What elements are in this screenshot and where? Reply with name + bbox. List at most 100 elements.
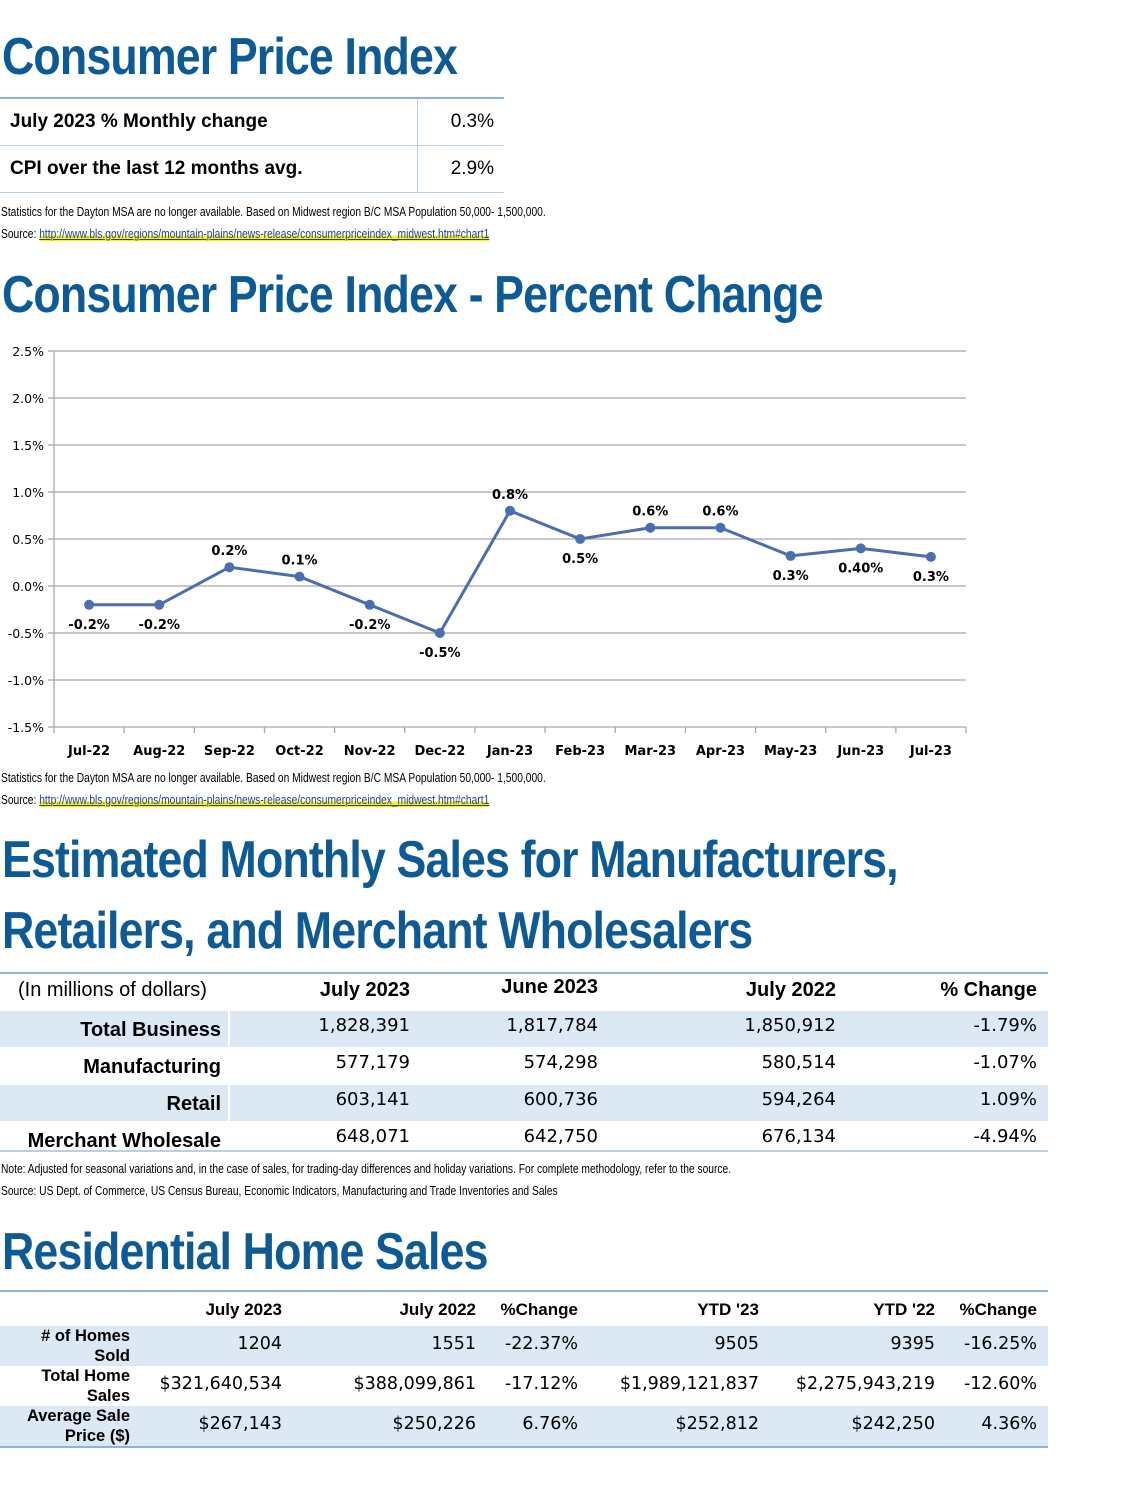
table-row: Retail 603,141 600,736 594,264 1.09%: [0, 1084, 1048, 1121]
cpi-line-chart: -1.5% -1.0% -0.5% 0.0% 0.5% 1.0% 1.5% 2.0% 2.5% J…: [0, 338, 1000, 768]
homes-cell: 9505: [714, 1334, 759, 1354]
cpi-summary-table: July 2023 % Monthly change 0.3% CPI over…: [0, 97, 504, 193]
chart-title: Consumer Price Index - Percent Change: [2, 266, 823, 324]
data-label: 0.6%: [702, 505, 738, 520]
sales-header-july-2022: July 2022: [745, 979, 836, 1001]
data-label: 0.6%: [632, 505, 668, 520]
homes-cell: -22.37%: [504, 1334, 578, 1354]
sales-source: Source: US Dept. of Commerce, US Census …: [1, 1184, 558, 1198]
sales-cell: 676,134: [761, 1126, 836, 1147]
sales-cell: 648,071: [335, 1126, 410, 1147]
homes-header-ytd-23: YTD '23: [697, 1300, 759, 1319]
data-point: [505, 505, 515, 516]
table-row: Manufacturing 577,179 574,298 580,514 -1…: [0, 1047, 1048, 1084]
sales-header-units: (In millions of dollars): [18, 979, 207, 1001]
sales-cell: 642,750: [523, 1126, 598, 1147]
sales-cell: -4.94%: [973, 1126, 1037, 1147]
table-row: Average Sale Price ($) $267,143 $250,226 …: [0, 1406, 1048, 1446]
y-tick-label: -1.0%: [8, 673, 44, 688]
homes-cell: $321,640,534: [159, 1374, 282, 1394]
data-point: [715, 522, 726, 533]
chart-source: Source: http://www.bls.gov/regions/mount…: [1, 793, 490, 807]
homes-header-pct-change: %Change: [500, 1300, 578, 1319]
y-tick-label: -0.5%: [8, 626, 44, 641]
x-tick-label: Sep-22: [204, 744, 255, 759]
homes-cell: 1204: [237, 1334, 282, 1354]
sales-table: (In millions of dollars) July 2023 June …: [0, 972, 1048, 1158]
x-tick-label: Jul-23: [909, 744, 952, 759]
data-point: [224, 562, 235, 573]
data-point: [294, 571, 305, 582]
data-point: [364, 599, 375, 610]
homes-cell: $388,099,861: [353, 1374, 476, 1394]
homes-title: Residential Home Sales: [2, 1223, 488, 1281]
data-point: [84, 599, 95, 610]
cpi-line-chart-svg: -1.5% -1.0% -0.5% 0.0% 0.5% 1.0% 1.5% 2.0% 2.5% J…: [8, 344, 967, 759]
sales-table-bottom-rule: [0, 1150, 1048, 1152]
data-point: [154, 599, 165, 610]
y-tick-label: 0.0%: [12, 579, 44, 594]
sales-header-row: (In millions of dollars) July 2023 June …: [0, 974, 1048, 1010]
chart-source-link[interactable]: http://www.bls.gov/regions/mountain-plai…: [39, 793, 490, 807]
x-tick-label: Oct-22: [275, 744, 323, 759]
data-label: -0.2%: [349, 618, 390, 633]
homes-header-row: July 2023 July 2022 %Change YTD '23 YTD …: [0, 1292, 1048, 1326]
homes-cell: $252,812: [675, 1414, 759, 1434]
cpi-title: Consumer Price Index: [2, 28, 458, 86]
data-point: [575, 534, 586, 544]
homes-cell: -16.25%: [963, 1334, 1037, 1354]
data-label: 0.2%: [211, 544, 247, 559]
table-row: # of Homes Sold 1204 1551 -22.37% 9505 93…: [0, 1326, 1048, 1366]
cpi-source: Source: http://www.bls.gov/regions/mount…: [1, 227, 490, 241]
cpi-monthly-change-label: July 2023 % Monthly change: [0, 99, 418, 145]
table-row: July 2023 % Monthly change 0.3%: [0, 99, 504, 146]
sales-row-name: Total Business: [80, 1019, 221, 1041]
sales-header-pct-change: % Change: [940, 979, 1037, 1001]
x-tick-label: Apr-23: [696, 744, 745, 759]
x-tick-label: Mar-23: [625, 744, 677, 759]
sales-title-line2: Retailers, and Merchant Wholesalers: [2, 902, 753, 960]
cpi-12-month-avg-value: 2.9%: [450, 158, 494, 179]
homes-cell: 6.76%: [522, 1414, 578, 1434]
x-tick-label: Jan-23: [486, 744, 533, 759]
homes-header-july-2022: July 2022: [399, 1300, 476, 1319]
cpi-source-label: Source:: [1, 227, 37, 241]
y-tick-label: 0.5%: [12, 532, 44, 547]
sales-cell: -1.79%: [973, 1015, 1037, 1036]
data-point: [434, 628, 445, 638]
cpi-source-link[interactable]: http://www.bls.gov/regions/mountain-plai…: [39, 227, 490, 241]
x-tick-label: Jun-23: [836, 744, 884, 759]
table-row: Total Home Sales $321,640,534 $388,099,86…: [0, 1366, 1048, 1406]
table-row: CPI over the last 12 months avg. 2.9%: [0, 146, 504, 193]
sales-cell: 600,736: [523, 1089, 598, 1110]
homes-cell: 1551: [431, 1334, 476, 1354]
y-tick-label: 1.5%: [12, 438, 44, 453]
sales-cell: 1,850,912: [744, 1015, 836, 1036]
homes-cell: $1,989,121,837: [619, 1374, 759, 1394]
sales-cell: 603,141: [335, 1089, 410, 1110]
data-point: [645, 522, 656, 533]
sales-row-name: Manufacturing: [83, 1056, 221, 1078]
y-tick-label: 2.0%: [12, 391, 44, 406]
sales-cell: 574,298: [523, 1052, 598, 1073]
homes-table-bottom-rule: [0, 1446, 1048, 1448]
sales-cell: -1.07%: [973, 1052, 1037, 1073]
sales-note: Note: Adjusted for seasonal variations a…: [1, 1162, 732, 1176]
homes-header-july-2023: July 2023: [205, 1300, 282, 1319]
sales-cell: 580,514: [761, 1052, 836, 1073]
chart-note: Statistics for the Dayton MSA are no lon…: [1, 771, 546, 785]
data-point: [855, 543, 866, 554]
homes-cell: 9395: [890, 1334, 935, 1354]
data-label: -0.2%: [139, 618, 180, 633]
sales-row-name: Merchant Wholesale: [27, 1130, 221, 1152]
data-label: -0.5%: [419, 646, 460, 661]
chart-source-label: Source:: [1, 793, 37, 807]
homes-row-name: Average Sale Price ($): [26, 1407, 130, 1445]
cpi-12-month-avg-label: CPI over the last 12 months avg.: [0, 146, 418, 192]
x-tick-label: Dec-22: [414, 744, 465, 759]
data-label: 0.40%: [838, 561, 883, 576]
homes-row-name: # of Homes Sold: [41, 1327, 130, 1365]
data-label: 0.8%: [492, 488, 528, 503]
x-tick-label: Aug-22: [133, 744, 185, 759]
data-point: [925, 551, 936, 562]
